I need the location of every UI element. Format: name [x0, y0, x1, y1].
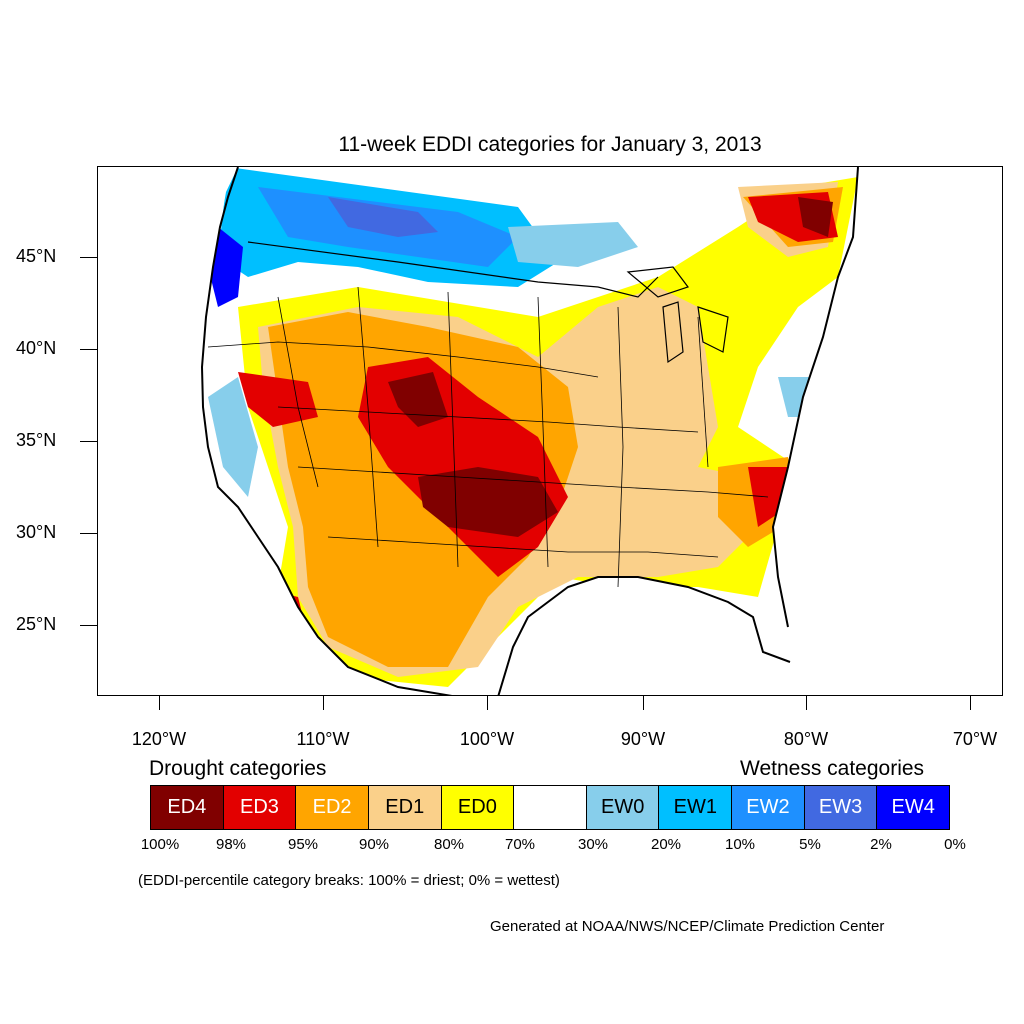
lon-tick — [970, 696, 971, 710]
map-frame — [97, 166, 1003, 696]
lon-label-120w: 120°W — [131, 729, 187, 749]
pct-break: 80% — [433, 836, 465, 853]
legend-label-ed2: ED2 — [312, 796, 352, 818]
lon-label-70w: 70°W — [952, 729, 998, 749]
lat-tick — [80, 441, 97, 442]
lat-label-45: 45°N — [16, 246, 57, 266]
canada-border — [247, 241, 659, 298]
pct-break: 98% — [215, 836, 247, 853]
lat-label-35: 35°N — [16, 430, 57, 450]
lat-tick — [80, 349, 97, 350]
coastline — [200, 167, 859, 695]
pct-break: 10% — [724, 836, 756, 853]
legend-label-ew0: EW0 — [600, 796, 645, 818]
legend-box-ew3: EW3 — [804, 786, 878, 829]
map-title: 11-week EDDI categories for January 3, 2… — [338, 133, 762, 156]
pct-break: 95% — [287, 836, 319, 853]
pct-break: 2% — [870, 836, 892, 853]
breaks-note: (EDDI-percentile category breaks: 100% =… — [138, 872, 560, 889]
lon-tick — [806, 696, 807, 710]
legend-label-ew1: EW1 — [673, 796, 717, 818]
legend-box-ed3: ED3 — [223, 786, 297, 829]
lat-label-30: 30°N — [16, 522, 57, 542]
legend-box-ew1: EW1 — [659, 786, 733, 829]
lon-label-90w: 90°W — [620, 729, 666, 749]
lake-superior — [626, 266, 689, 298]
wetness-heading: Wetness categories — [740, 757, 925, 780]
eddi-fill — [202, 167, 858, 695]
lon-tick — [159, 696, 160, 710]
legend-box-ew0: EW0 — [586, 786, 660, 829]
legend-label-ew3: EW3 — [818, 796, 863, 818]
drought-heading: Drought categories — [149, 757, 327, 780]
lake-huron — [697, 306, 729, 353]
legend-label-ew2: EW2 — [746, 796, 790, 818]
legend-box-ew2: EW2 — [732, 786, 805, 829]
legend-box-ed4: ED4 — [151, 786, 224, 829]
pct-break: 20% — [650, 836, 682, 853]
state-borders — [207, 286, 769, 588]
legend-label-ed4: ED4 — [167, 796, 207, 818]
legend-label-ed1: ED1 — [385, 796, 425, 818]
legend-label-ed0: ED0 — [457, 796, 497, 818]
legend-label-ed3: ED3 — [240, 796, 279, 818]
credit-line: Generated at NOAA/NWS/NCEP/Climate Predi… — [490, 918, 885, 935]
legend-box-ed1: ED1 — [368, 786, 442, 829]
lat-tick — [80, 625, 97, 626]
eddi-map — [200, 167, 859, 695]
lon-label-110w: 110°W — [296, 729, 350, 749]
lon-label-80w: 80°W — [783, 729, 829, 749]
legend-box-ed2: ED2 — [296, 786, 369, 829]
lat-label-25: 25°N — [16, 614, 57, 634]
pct-break: 30% — [577, 836, 609, 853]
legend-box-ed0: ED0 — [441, 786, 515, 829]
lon-tick — [643, 696, 644, 710]
pct-break: 100% — [140, 836, 180, 853]
lon-tick — [323, 696, 324, 710]
pct-break: 5% — [799, 836, 821, 853]
lat-label-40: 40°N — [16, 338, 57, 358]
pct-break: 70% — [504, 836, 536, 853]
legend-box-ew4: EW4 — [877, 786, 950, 829]
lat-tick — [80, 257, 97, 258]
lon-label-100w: 100°W — [459, 729, 515, 749]
legend-bar: ED4 ED3 ED2 ED1 ED0 EW0 EW1 EW2 EW3 EW4 — [150, 785, 950, 830]
lon-tick — [487, 696, 488, 710]
pct-break: 90% — [358, 836, 390, 853]
pct-break: 0% — [944, 836, 966, 853]
lake-michigan — [662, 301, 684, 364]
legend-label-ew4: EW4 — [891, 796, 935, 818]
legend-box-neutral — [514, 786, 587, 829]
lat-tick — [80, 533, 97, 534]
